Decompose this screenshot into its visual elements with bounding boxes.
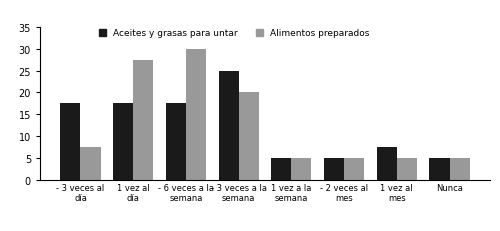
Bar bbox=[324, 158, 344, 180]
Bar bbox=[292, 158, 312, 180]
Bar bbox=[186, 49, 206, 180]
Bar bbox=[344, 158, 364, 180]
Bar bbox=[377, 148, 397, 180]
Bar bbox=[397, 158, 417, 180]
Legend: Aceites y grasas para untar, Alimentos preparados: Aceites y grasas para untar, Alimentos p… bbox=[98, 29, 370, 38]
Bar bbox=[450, 158, 469, 180]
Bar bbox=[60, 104, 80, 180]
Bar bbox=[218, 71, 238, 180]
Bar bbox=[133, 60, 153, 180]
Bar bbox=[80, 148, 100, 180]
Bar bbox=[166, 104, 186, 180]
Bar bbox=[113, 104, 133, 180]
Bar bbox=[238, 93, 258, 180]
Bar bbox=[272, 158, 291, 180]
Bar bbox=[430, 158, 450, 180]
